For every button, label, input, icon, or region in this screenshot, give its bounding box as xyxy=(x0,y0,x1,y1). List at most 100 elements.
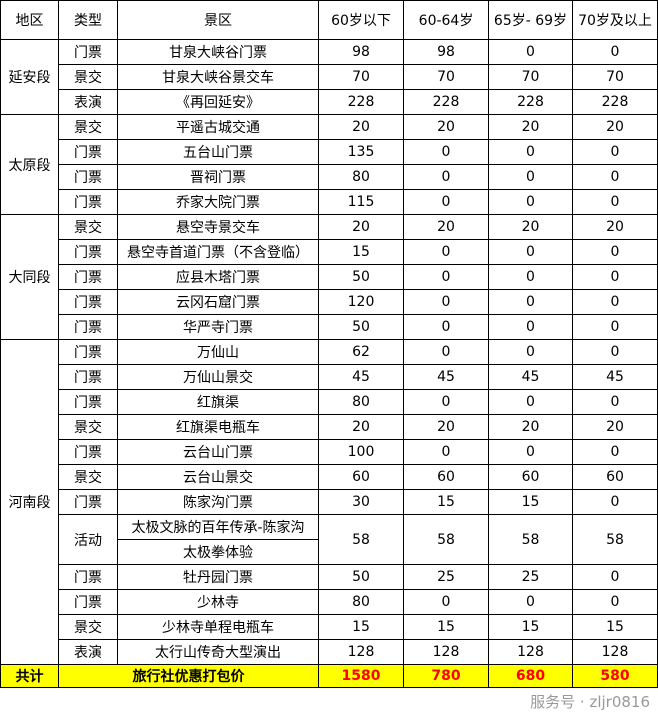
price-cell: 0 xyxy=(572,139,658,165)
scenic-cell: 少林寺 xyxy=(117,589,319,615)
type-cell: 门票 xyxy=(58,139,118,165)
price-cell: 20 xyxy=(572,114,658,140)
price-cell: 0 xyxy=(488,39,573,65)
type-cell: 活动 xyxy=(58,514,118,565)
scenic-cell: 红旗渠 xyxy=(117,389,319,415)
header-row: 地区 类型 景区 60岁以下 60-64岁 65岁- 69岁 70岁及以上 xyxy=(0,0,658,40)
price-cell: 0 xyxy=(403,189,489,215)
price-cell: 15 xyxy=(488,489,573,515)
table-row: 门票 牡丹园门票 50 25 25 0 xyxy=(1,564,658,590)
table-row: 太极拳体验 xyxy=(1,539,658,565)
price-cell: 15 xyxy=(572,614,658,640)
scenic-cell: 晋祠门票 xyxy=(117,164,319,190)
scenic-cell: 太极文脉的百年传承-陈家沟 xyxy=(117,514,319,540)
price-cell: 60 xyxy=(488,464,573,490)
price-cell: 0 xyxy=(572,164,658,190)
price-cell: 0 xyxy=(403,389,489,415)
price-cell: 80 xyxy=(318,589,404,615)
price-cell: 228 xyxy=(403,89,489,115)
type-cell: 门票 xyxy=(58,489,118,515)
table-row: 门票 陈家沟门票 30 15 15 0 xyxy=(1,489,658,515)
region-cell: 大同段 xyxy=(0,214,59,340)
type-cell: 门票 xyxy=(58,189,118,215)
price-cell: 228 xyxy=(318,89,404,115)
table-row: 景交 少林寺单程电瓶车 15 15 15 15 xyxy=(1,614,658,640)
scenic-cell: 牡丹园门票 xyxy=(117,564,319,590)
price-cell: 0 xyxy=(572,289,658,315)
table-row: 活动 太极文脉的百年传承-陈家沟 58 58 58 58 xyxy=(1,514,658,565)
type-cell: 门票 xyxy=(58,314,118,340)
price-cell: 0 xyxy=(488,189,573,215)
column-header: 65岁- 69岁 xyxy=(488,0,573,40)
price-cell: 0 xyxy=(572,189,658,215)
scenic-cell: 应县木塔门票 xyxy=(117,264,319,290)
price-cell: 15 xyxy=(318,614,404,640)
type-cell: 门票 xyxy=(58,389,118,415)
price-cell: 50 xyxy=(318,264,404,290)
type-cell: 门票 xyxy=(58,239,118,265)
price-cell: 70 xyxy=(488,64,573,90)
total-price: 1580 xyxy=(318,664,404,688)
price-cell: 58 xyxy=(403,514,489,565)
scenic-cell: 陈家沟门票 xyxy=(117,489,319,515)
scenic-cell: 红旗渠电瓶车 xyxy=(117,414,319,440)
scenic-cell: 太极拳体验 xyxy=(117,539,319,565)
price-cell: 70 xyxy=(572,64,658,90)
column-header: 60-64岁 xyxy=(403,0,489,40)
price-cell: 0 xyxy=(572,389,658,415)
price-cell: 98 xyxy=(318,39,404,65)
table-row: 景交 云台山景交 60 60 60 60 xyxy=(1,464,658,490)
total-row: 共计 旅行社优惠打包价 1580 780 680 580 xyxy=(0,664,658,688)
price-cell: 128 xyxy=(488,639,573,665)
type-cell: 景交 xyxy=(58,64,118,90)
scenic-cell: 华严寺门票 xyxy=(117,314,319,340)
price-cell: 20 xyxy=(572,214,658,240)
column-header: 地区 xyxy=(0,0,59,40)
price-cell: 100 xyxy=(318,439,404,465)
scenic-cell: 乔家大院门票 xyxy=(117,189,319,215)
price-cell: 15 xyxy=(403,614,489,640)
price-cell: 128 xyxy=(318,639,404,665)
price-cell: 45 xyxy=(403,364,489,390)
total-price: 680 xyxy=(488,664,573,688)
price-cell: 0 xyxy=(488,389,573,415)
column-header: 景区 xyxy=(117,0,319,40)
table-row: 门票 云冈石窟门票 120 0 0 0 xyxy=(1,289,658,315)
scenic-cell: 甘泉大峡谷门票 xyxy=(117,39,319,65)
price-cell: 0 xyxy=(488,314,573,340)
price-cell: 0 xyxy=(572,264,658,290)
table-row: 门票 晋祠门票 80 0 0 0 xyxy=(1,164,658,190)
table-row: 景交 甘泉大峡谷景交车 70 70 70 70 xyxy=(1,64,658,90)
table-row: 表演 《再回延安》 228 228 228 228 xyxy=(1,89,658,115)
price-cell: 20 xyxy=(318,214,404,240)
scenic-cell: 五台山门票 xyxy=(117,139,319,165)
price-cell: 0 xyxy=(572,439,658,465)
type-cell: 景交 xyxy=(58,114,118,140)
price-cell: 0 xyxy=(572,239,658,265)
scenic-cell: 《再回延安》 xyxy=(117,89,319,115)
scenic-cell: 太行山传奇大型演出 xyxy=(117,639,319,665)
price-cell: 25 xyxy=(488,564,573,590)
price-cell: 0 xyxy=(403,439,489,465)
type-cell: 表演 xyxy=(58,639,118,665)
scenic-cell: 悬空寺首道门票（不含登临） xyxy=(117,239,319,265)
type-cell: 景交 xyxy=(58,614,118,640)
price-cell: 25 xyxy=(403,564,489,590)
price-cell: 0 xyxy=(403,239,489,265)
table-row: 门票 悬空寺首道门票（不含登临） 15 0 0 0 xyxy=(1,239,658,265)
table-row: 门票 红旗渠 80 0 0 0 xyxy=(1,389,658,415)
scenic-cell: 云台山景交 xyxy=(117,464,319,490)
table-row: 门票 华严寺门票 50 0 0 0 xyxy=(1,314,658,340)
price-cell: 20 xyxy=(318,114,404,140)
price-cell: 0 xyxy=(403,164,489,190)
type-cell: 门票 xyxy=(58,264,118,290)
table-row: 表演 太行山传奇大型演出 128 128 128 128 xyxy=(1,639,658,665)
region-cell: 延安段 xyxy=(0,39,59,115)
scenic-cell: 万仙山 xyxy=(117,339,319,365)
type-cell: 门票 xyxy=(58,164,118,190)
price-cell: 58 xyxy=(488,514,573,565)
scenic-cell: 云台山门票 xyxy=(117,439,319,465)
price-cell: 0 xyxy=(488,589,573,615)
price-cell: 20 xyxy=(403,414,489,440)
column-header: 类型 xyxy=(58,0,118,40)
